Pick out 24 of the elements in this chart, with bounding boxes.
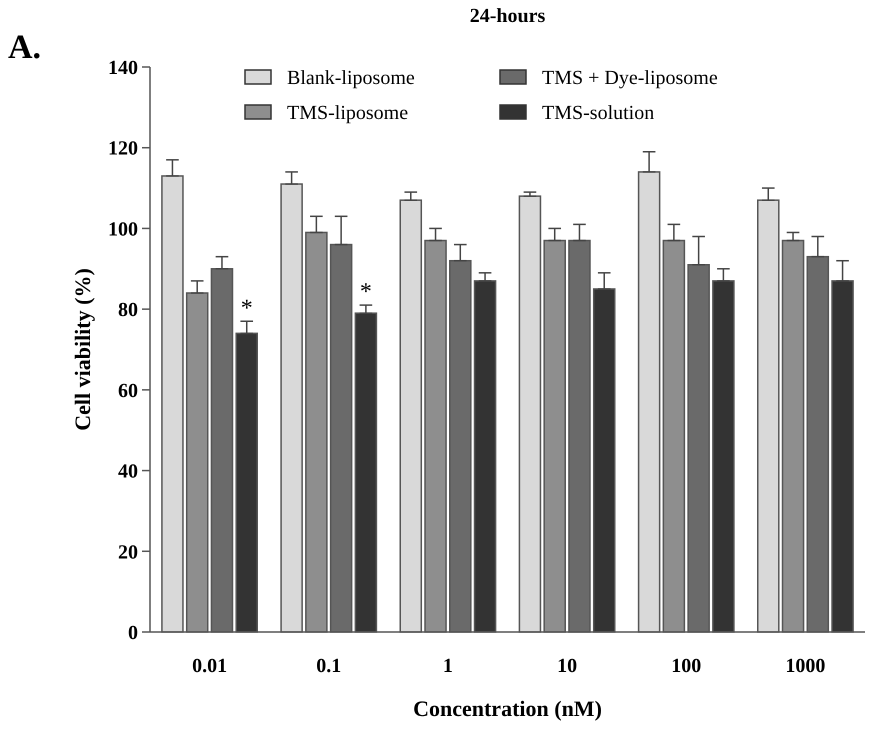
x-tick-label: 0.1 [316, 655, 342, 677]
text: A. [8, 29, 42, 66]
y-tick-label: 20 [118, 541, 138, 564]
y-tick-label: 40 [118, 460, 138, 483]
legend-label: Blank-liposome [287, 67, 415, 89]
x-axis-title: Concentration (nM) [413, 696, 602, 721]
y-tick-label: 140 [108, 57, 138, 79]
y-tick-label: 100 [108, 218, 138, 240]
legend-label: TMS-liposome [287, 102, 408, 124]
y-tick-label: 120 [108, 138, 138, 160]
annotation: * [240, 295, 253, 322]
legend-label: TMS-solution [542, 102, 654, 124]
chart-title: 24-hours [470, 5, 546, 27]
legend-label: TMS + Dye-liposome [542, 67, 718, 89]
x-tick-label: 1 [442, 655, 453, 677]
annotation: * [360, 279, 372, 306]
y-axis-title: Cell viability (%) [70, 268, 95, 431]
x-tick-label: 100 [671, 655, 702, 677]
y-tick-label: 60 [118, 380, 138, 402]
x-tick-label: 1000 [785, 655, 826, 677]
y-tick-label: 80 [118, 299, 138, 322]
y-tick-label: 0 [128, 622, 138, 644]
x-tick-label: 0.01 [192, 655, 228, 677]
x-tick-label: 10 [557, 655, 578, 677]
